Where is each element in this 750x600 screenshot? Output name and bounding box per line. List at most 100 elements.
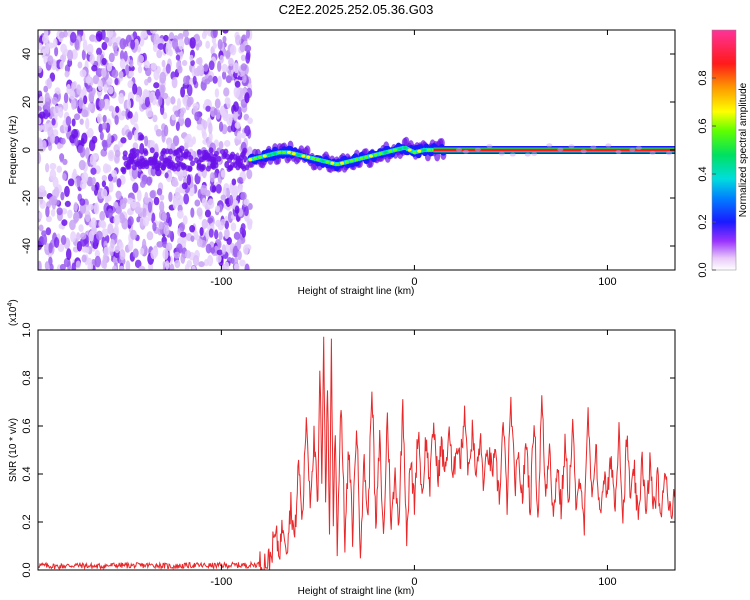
noise-blob xyxy=(95,181,100,191)
noise-blob xyxy=(78,159,86,171)
noise-blob xyxy=(54,87,61,95)
spectrogram-x-axis: -100 0 100 xyxy=(210,30,617,288)
noise-blob xyxy=(108,105,115,112)
stable-speckle xyxy=(666,151,673,156)
noise-blob xyxy=(43,85,49,93)
signal-peak xyxy=(340,161,345,165)
signal-peak xyxy=(320,159,325,163)
noise-blob xyxy=(186,97,192,108)
noise-blob xyxy=(91,176,96,185)
noise-blob xyxy=(171,76,178,89)
chart-title: C2E2.2025.252.05.36.G03 xyxy=(279,2,434,17)
signal-peak xyxy=(330,161,335,165)
noise-blob xyxy=(207,198,215,209)
noise-blob xyxy=(231,178,237,186)
noise-blob xyxy=(79,118,84,125)
signal-peak xyxy=(257,155,262,159)
noise-blob xyxy=(42,234,48,246)
noise-blob xyxy=(76,84,82,96)
noise-blob xyxy=(155,129,163,137)
x-tick-label: -100 xyxy=(210,276,232,288)
noise-blob xyxy=(216,249,223,256)
noise-blob xyxy=(245,30,251,39)
noise-blob xyxy=(139,247,145,255)
noise-blob xyxy=(63,257,71,268)
noise-blob xyxy=(159,201,165,213)
band-blob xyxy=(190,160,196,167)
noise-blob xyxy=(102,114,107,123)
noise-blob xyxy=(165,43,172,56)
noise-blob xyxy=(214,98,221,109)
noise-blob xyxy=(67,209,73,219)
noise-blob xyxy=(163,224,170,236)
noise-blob xyxy=(242,74,247,84)
noise-blob xyxy=(47,126,54,138)
noise-blob xyxy=(74,137,79,147)
noise-blob xyxy=(64,70,70,78)
noise-blob xyxy=(233,86,240,98)
noise-blob xyxy=(105,164,112,173)
noise-blob xyxy=(49,168,57,181)
stable-speckle xyxy=(590,145,597,150)
noise-blob xyxy=(86,85,93,93)
noise-blob xyxy=(64,185,70,198)
noise-blob xyxy=(240,223,246,231)
noise-blob xyxy=(208,132,213,142)
noise-blob xyxy=(98,123,103,134)
noise-blob xyxy=(247,203,253,210)
noise-blob xyxy=(169,96,176,105)
noise-blob xyxy=(201,197,207,207)
noise-blob xyxy=(243,113,250,121)
band-blob xyxy=(144,163,150,170)
signal-peak xyxy=(368,154,373,158)
noise-blob xyxy=(149,93,154,104)
noise-blob xyxy=(44,92,50,103)
stable-speckle xyxy=(455,147,462,152)
noise-blob xyxy=(222,35,227,43)
noise-blob xyxy=(60,234,67,246)
noise-blob xyxy=(119,265,125,270)
y-tick-label: -40 xyxy=(21,238,33,254)
x-tick-label: 100 xyxy=(598,576,616,588)
noise-blob xyxy=(221,111,227,118)
noise-blob xyxy=(221,71,227,80)
colorbar-tick-label: 0.8 xyxy=(697,70,709,85)
noise-blob xyxy=(107,86,114,95)
noise-blob xyxy=(203,30,208,37)
noise-blob xyxy=(149,190,156,199)
noise-blob xyxy=(45,206,50,218)
noise-blob xyxy=(84,246,90,254)
noise-blob xyxy=(107,208,113,219)
noise-blob xyxy=(240,132,247,139)
colorbar-tick-label: 0.0 xyxy=(697,262,709,277)
noise-blob xyxy=(87,262,94,270)
noise-blob xyxy=(224,97,230,105)
noise-blob xyxy=(235,34,242,46)
band-blob xyxy=(122,150,128,157)
noise-blob xyxy=(175,187,181,199)
noise-blob xyxy=(106,63,113,72)
noise-blob xyxy=(236,130,242,141)
noise-blob xyxy=(54,46,59,57)
noise-blob xyxy=(115,190,122,200)
noise-blob xyxy=(168,191,173,202)
noise-blob xyxy=(93,202,100,215)
noise-blob xyxy=(195,41,200,51)
noise-blob xyxy=(162,112,168,120)
noise-blob xyxy=(165,242,173,252)
signal-peak xyxy=(282,150,287,154)
noise-blob xyxy=(204,209,212,218)
noise-blob xyxy=(119,249,126,261)
noise-blob xyxy=(174,259,181,269)
signal-peak xyxy=(315,158,320,162)
signal-peak xyxy=(248,158,253,162)
x-tick-label: 100 xyxy=(598,276,616,288)
noise-blob xyxy=(212,30,218,38)
noise-blob xyxy=(178,38,185,51)
noise-blob xyxy=(167,217,172,227)
signal-peak xyxy=(402,146,407,150)
noise-blob xyxy=(152,222,157,232)
stable-speckle xyxy=(498,151,505,156)
noise-blob xyxy=(137,54,145,63)
noise-blob xyxy=(132,248,139,258)
